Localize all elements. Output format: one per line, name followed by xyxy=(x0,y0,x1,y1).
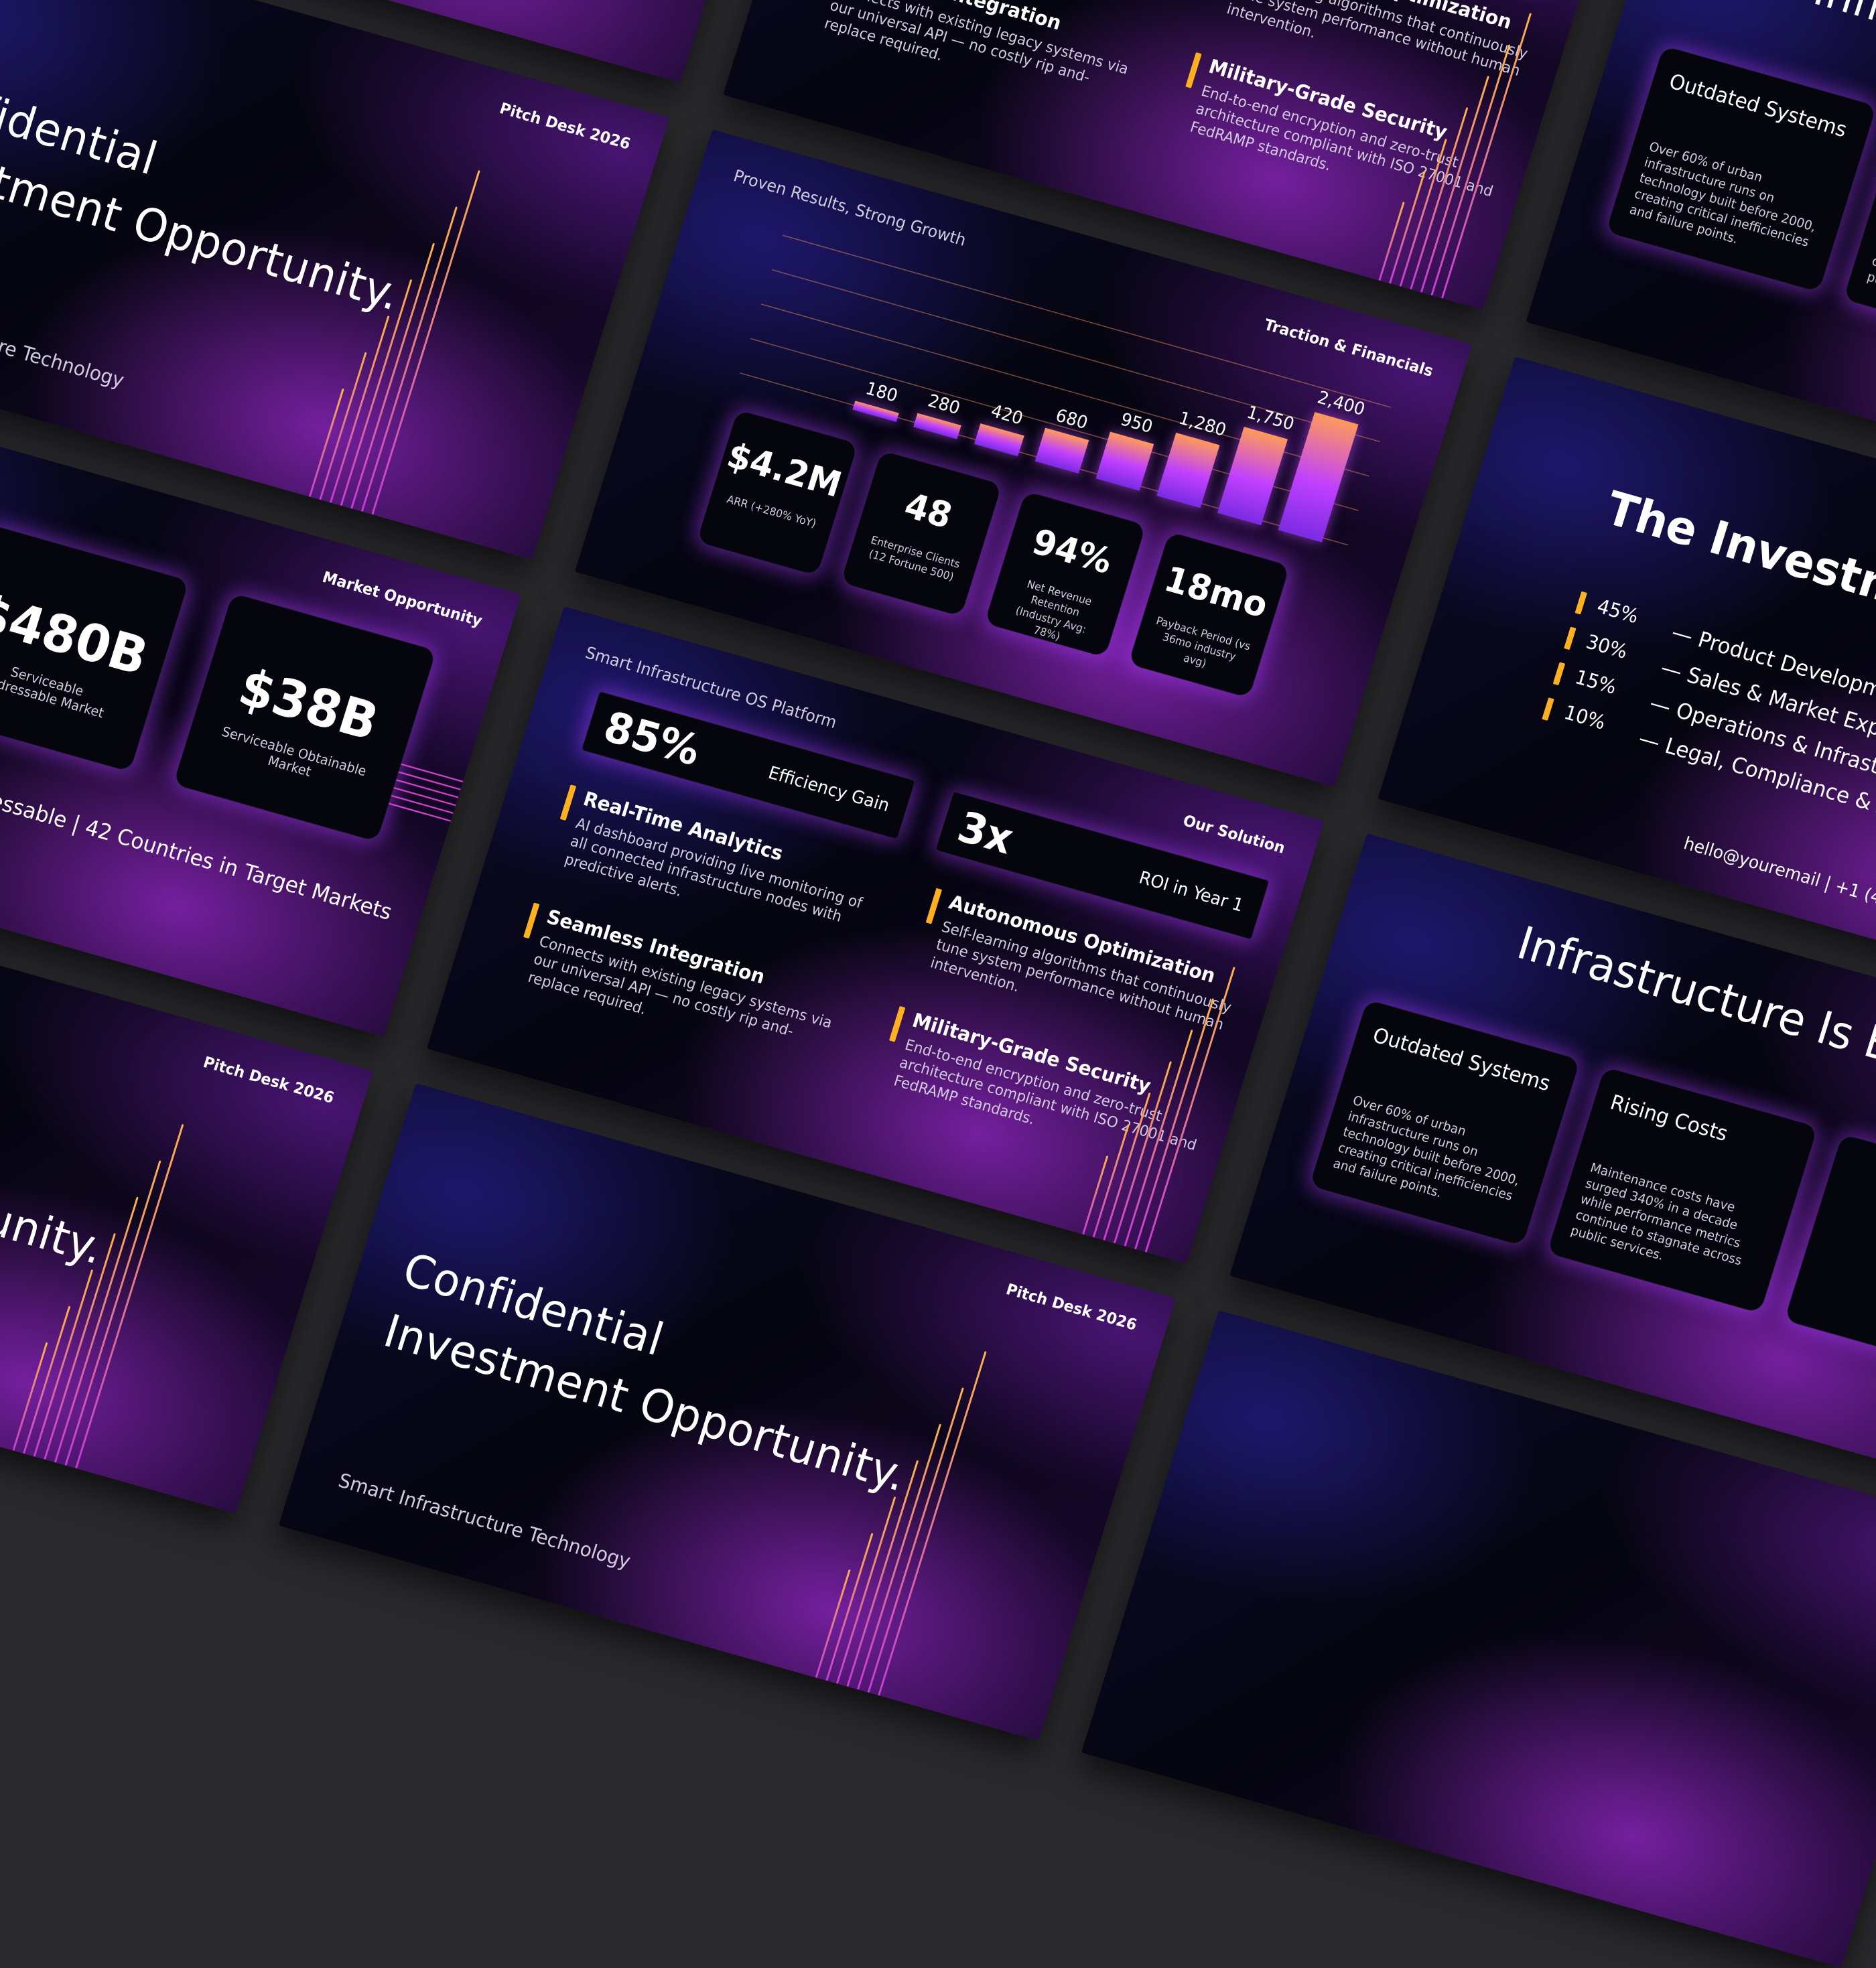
decor-stripe xyxy=(401,763,464,783)
allocation-accent xyxy=(1574,591,1588,615)
slide-tag: Our Solution xyxy=(1181,811,1288,857)
metric-label: Payback Period (vs 36mo industry avg) xyxy=(1154,614,1252,670)
stat-value: 85% xyxy=(598,702,706,776)
allocation-share: 10% xyxy=(1561,701,1609,734)
allocation-accent xyxy=(1542,697,1554,721)
slide-tag: Pitch Desk 2026 xyxy=(497,99,633,153)
stat-label: Efficiency Gain xyxy=(766,762,892,817)
slide-tag: Market Opportunity xyxy=(320,568,484,630)
stat-value: 3x xyxy=(952,802,1019,864)
contact: hello@youremail | +1 (415) 000-0000 xyxy=(1681,833,1876,940)
market-card: $480B Serviceable Addressable Market xyxy=(0,522,190,772)
decor-stripe xyxy=(391,794,454,815)
bar xyxy=(1034,427,1089,474)
feature-accent xyxy=(1185,52,1202,88)
card-text: Over 60% of urban infrastructure runs on… xyxy=(1331,1093,1522,1204)
metric-card: 48 Enterprise Clients (12 Fortune 500) xyxy=(840,449,1003,617)
problem-card: Rising Costs Maintenance costs have surge… xyxy=(1546,1066,1818,1314)
decor-line xyxy=(371,169,480,515)
card-title: Outdated Systems xyxy=(1666,69,1850,142)
allocation-share: 15% xyxy=(1572,665,1619,699)
decor-stripe xyxy=(398,771,461,790)
card-title: Outdated Systems xyxy=(1369,1023,1554,1096)
allocation-accent xyxy=(1564,626,1577,650)
slide-tag: Pitch Desk 2026 xyxy=(1004,1280,1139,1334)
metric-card: 18mo Payback Period (vs 36mo industry avg… xyxy=(1128,531,1290,699)
slide-subtitle: Smart Infrastructure Technology xyxy=(0,288,127,392)
slide-title: The Investment xyxy=(1599,481,1876,640)
feature-accent xyxy=(925,888,943,924)
card-text: Maintenance costs have surged 340% in a … xyxy=(1865,238,1876,315)
slide-title: Investment Opportunity. xyxy=(0,1077,111,1275)
metric-label: Net Revenue Retention (Industry Avg: 78%… xyxy=(1014,577,1093,643)
stat-label: ROI in Year 1 xyxy=(1136,867,1246,916)
slide-heading: Proven Results, Strong Growth xyxy=(731,165,969,251)
feature-text: Connects with existing legacy systems vi… xyxy=(822,0,1131,86)
bar xyxy=(1095,431,1154,491)
problem-card: Outdated Systems Over 60% of urban infras… xyxy=(1309,999,1581,1247)
card-text: Maintenance costs have surged 340% in a … xyxy=(1568,1159,1744,1269)
problem-card: Outdated Systems Over 60% of urban infras… xyxy=(1605,45,1876,293)
decor-stripe xyxy=(393,787,456,806)
card-text: Over 60% of urban infrastructure runs on… xyxy=(1627,139,1818,250)
decor-line xyxy=(1082,1155,1109,1235)
allocation-share: 45% xyxy=(1594,594,1642,628)
allocation-share: 30% xyxy=(1583,630,1631,663)
metric-label: Enterprise Clients (12 Fortune 500) xyxy=(867,533,962,583)
card-title: Rising Costs xyxy=(1607,1091,1731,1146)
slide-tag: Traction & Financials xyxy=(1262,315,1436,380)
decor-stripe xyxy=(396,779,459,798)
allocation-accent xyxy=(1552,662,1566,686)
feature-accent xyxy=(523,902,540,939)
slide-tag: Pitch Desk 2026 xyxy=(201,1053,336,1107)
feature-accent xyxy=(888,1005,906,1042)
decor-stripe xyxy=(389,802,452,822)
bar xyxy=(1156,432,1220,508)
feature-accent xyxy=(559,784,577,821)
metric-card: 94% Net Revenue Retention (Industry Avg: … xyxy=(984,490,1147,658)
slide-subtitle: Smart Infrastructure Technology xyxy=(336,1468,634,1573)
decor-line xyxy=(1378,202,1405,281)
metric-card: $4.2M ARR (+280% YoY) xyxy=(696,409,859,577)
decor-line xyxy=(75,1123,184,1469)
decor-line xyxy=(878,1350,987,1696)
